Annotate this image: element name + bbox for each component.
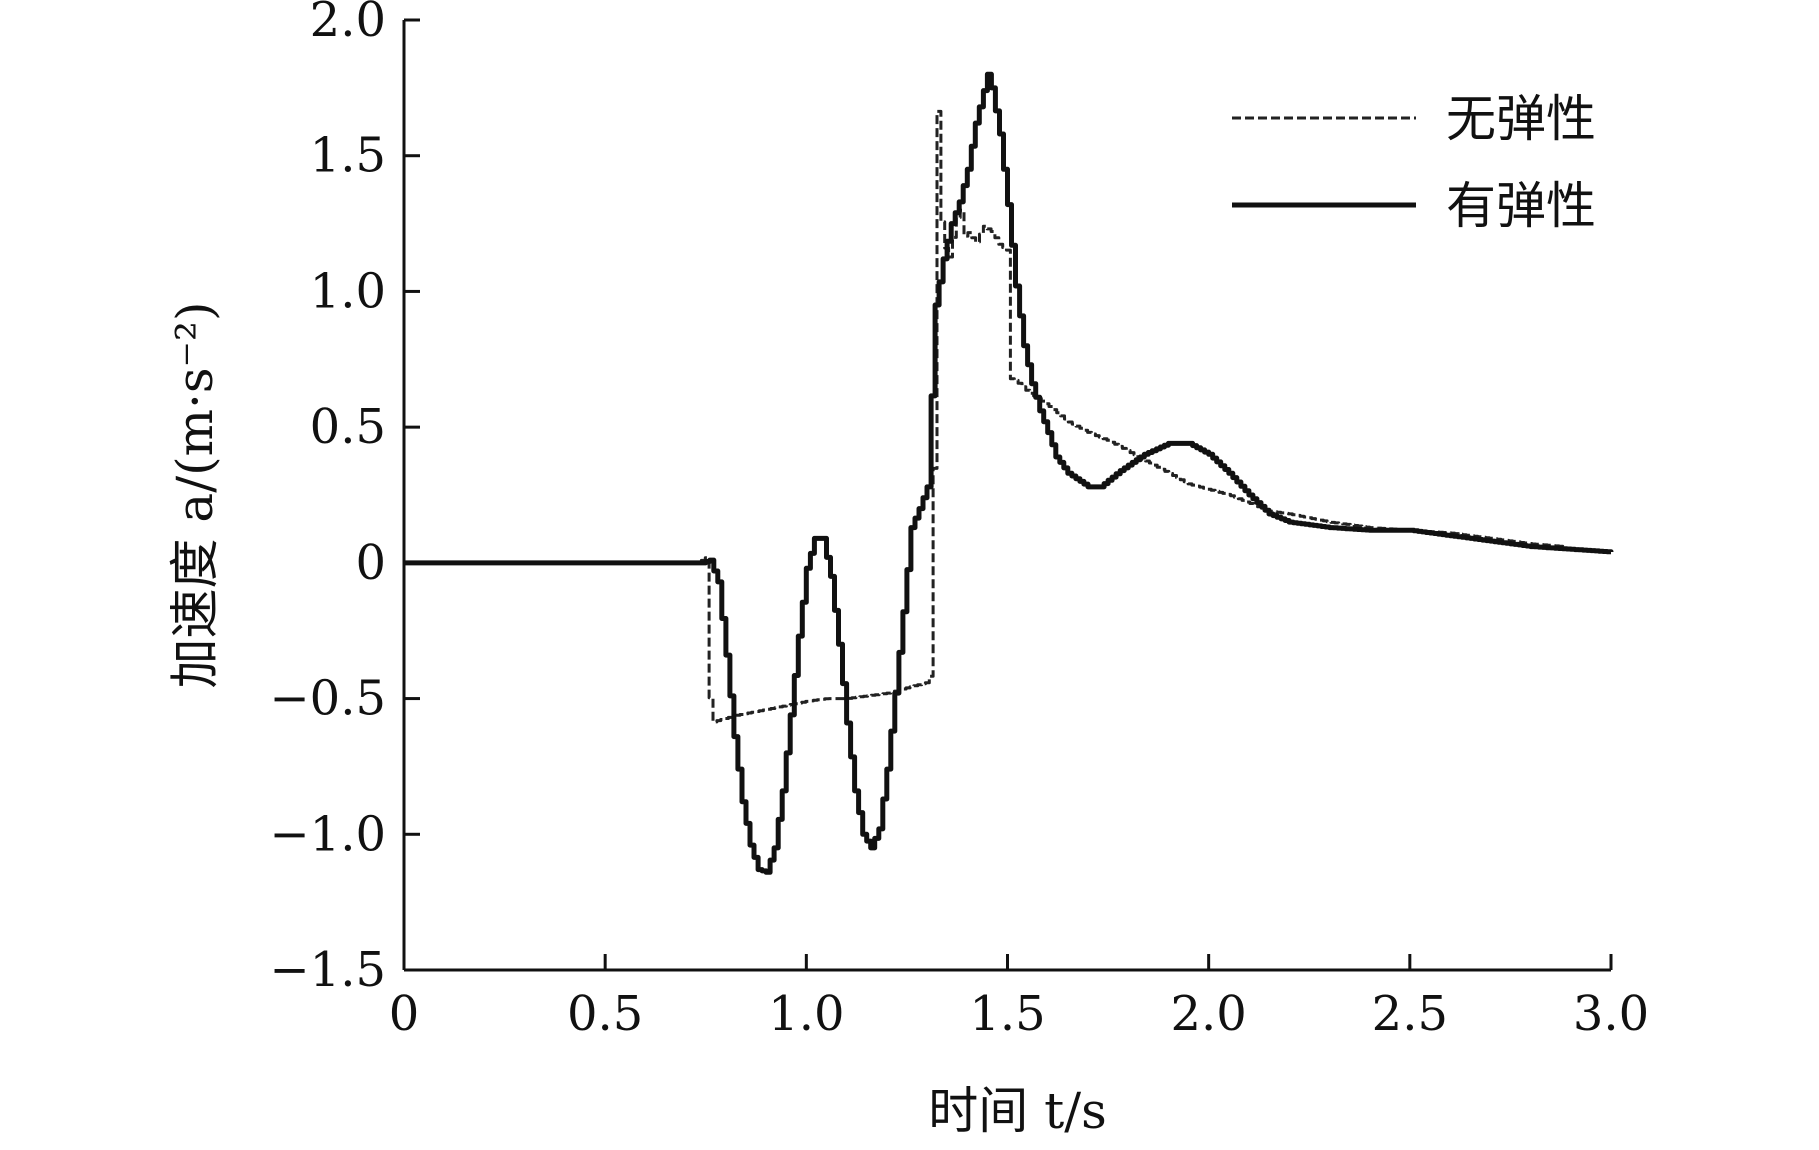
- series-layer: [404, 71, 1614, 875]
- y-tick-label: 0.5: [310, 399, 386, 455]
- y-tick-label: 2.0: [310, 0, 386, 48]
- y-tick-label: 1.5: [310, 128, 386, 184]
- x-tick-label: 2.0: [1170, 986, 1246, 1042]
- plot-area: 0 0.5 1.0 1.5 2.0 2.5 3.0 2.0 1.5 1.0 0.5 0 −0.5 −1.…: [269, 0, 1649, 1042]
- x-tick-label: 1.0: [768, 986, 844, 1042]
- y-ticks: 2.0 1.5 1.0 0.5 0 −0.5 −1.0 −1.5: [269, 0, 420, 998]
- y-tick-label: 0: [355, 535, 386, 591]
- y-tick-label: −1.5: [269, 942, 386, 998]
- x-tick-label: 0.5: [567, 986, 643, 1042]
- legend: 无弹性 有弹性: [1232, 90, 1596, 235]
- series-line-elastic: [404, 71, 1614, 875]
- x-tick-label: 2.5: [1372, 986, 1448, 1042]
- y-tick-label: −0.5: [269, 671, 386, 727]
- x-tick-label: 1.5: [969, 986, 1045, 1042]
- x-axis-label: 时间 t/s: [928, 1082, 1107, 1140]
- x-ticks: 0 0.5 1.0 1.5 2.0 2.5 3.0: [389, 954, 1649, 1042]
- x-tick-label: 0: [389, 986, 420, 1042]
- x-tick-label: 3.0: [1573, 986, 1649, 1042]
- y-tick-label: −1.0: [269, 806, 386, 862]
- y-tick-label: 1.0: [310, 263, 386, 319]
- y-axis-label: 加速度 a/(m·s⁻²): [166, 302, 224, 689]
- legend-label-no-elastic: 无弹性: [1446, 90, 1596, 148]
- legend-label-elastic: 有弹性: [1446, 177, 1596, 235]
